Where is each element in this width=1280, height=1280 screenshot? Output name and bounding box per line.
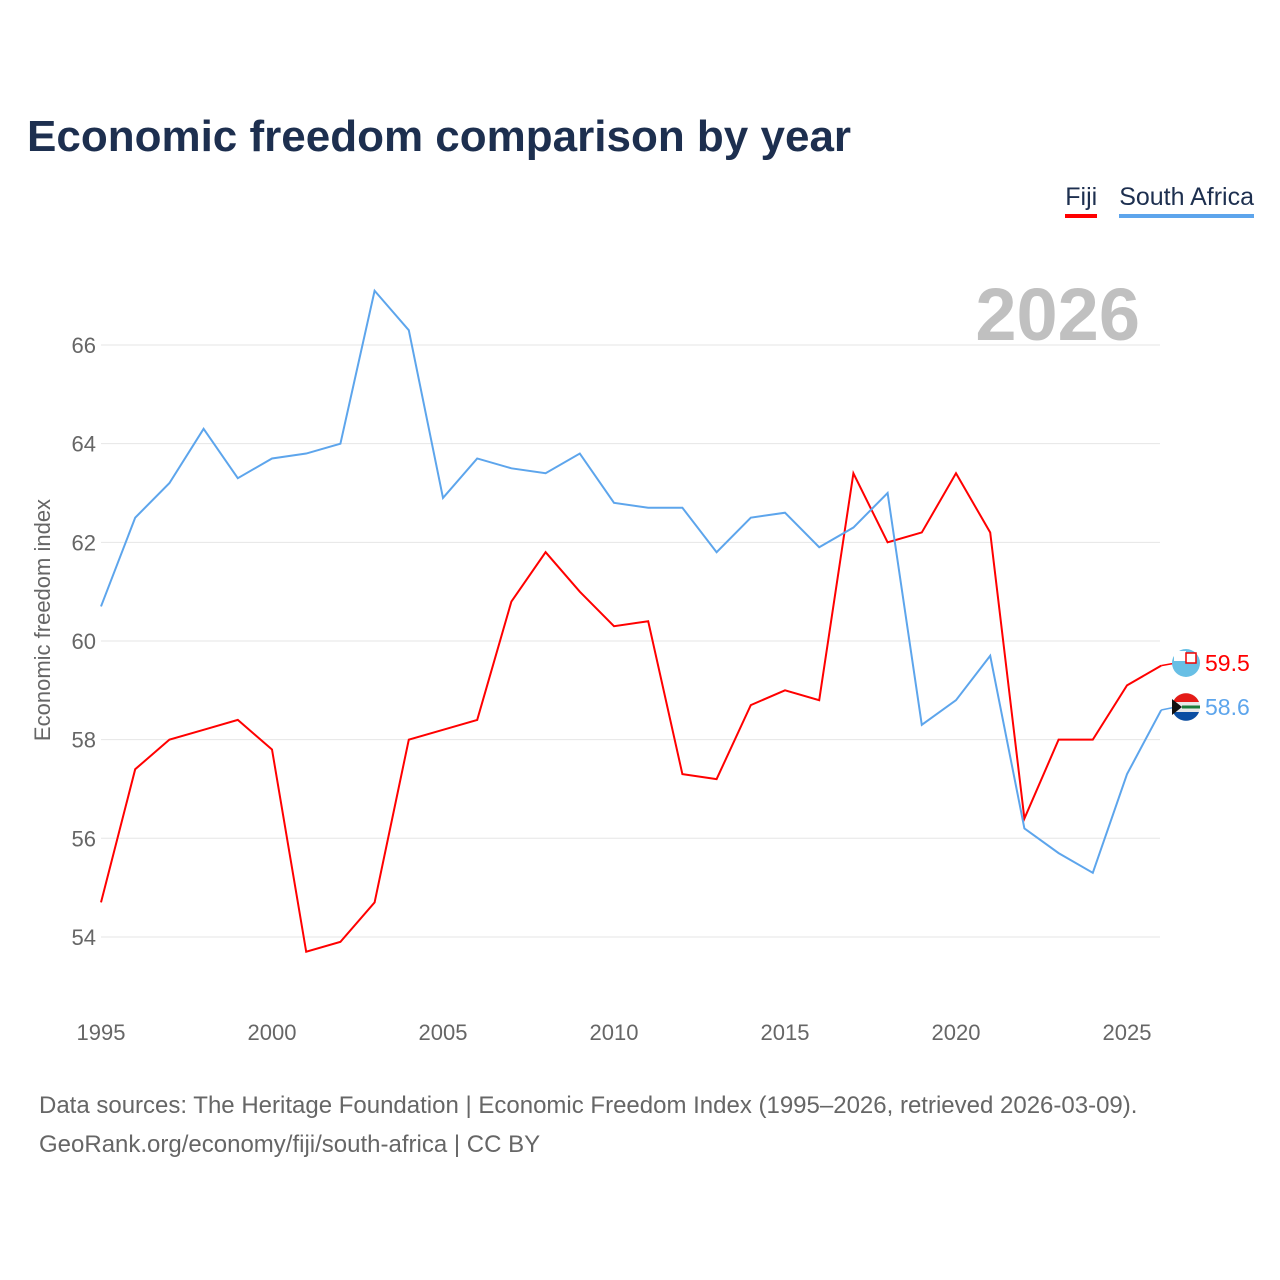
data-point[interactable] — [813, 694, 825, 706]
flag-shield — [1185, 652, 1197, 664]
data-point[interactable] — [266, 744, 278, 756]
flag-triangle — [1172, 699, 1182, 715]
end-value-label: 58.6 — [1205, 694, 1250, 720]
data-point[interactable] — [676, 768, 688, 780]
data-point[interactable] — [300, 946, 312, 958]
data-point[interactable] — [163, 477, 175, 489]
data-point[interactable] — [847, 522, 859, 534]
data-point[interactable] — [608, 620, 620, 632]
data-point[interactable] — [300, 448, 312, 460]
data-point[interactable] — [232, 714, 244, 726]
data-point[interactable] — [642, 502, 654, 514]
year-watermark: 2026 — [975, 273, 1140, 356]
data-point[interactable] — [847, 467, 859, 479]
x-tick-label: 2000 — [248, 1020, 297, 1045]
x-tick-label: 2010 — [590, 1020, 639, 1045]
data-point[interactable] — [711, 546, 723, 558]
data-point[interactable] — [882, 536, 894, 548]
data-point[interactable] — [882, 487, 894, 499]
data-point[interactable] — [916, 719, 928, 731]
y-tick-label: 62 — [72, 530, 96, 555]
data-point[interactable] — [1121, 768, 1133, 780]
series-line-fiji[interactable] — [100, 469, 1162, 954]
data-point[interactable] — [676, 502, 688, 514]
data-point[interactable] — [471, 714, 483, 726]
data-point[interactable] — [574, 586, 586, 598]
legend-item-south-africa[interactable]: South Africa — [1119, 183, 1254, 218]
y-tick-label: 56 — [72, 826, 96, 851]
data-point[interactable] — [266, 452, 278, 464]
data-point[interactable] — [950, 467, 962, 479]
data-point[interactable] — [198, 423, 210, 435]
data-point[interactable] — [779, 507, 791, 519]
x-tick-label: 2015 — [761, 1020, 810, 1045]
legend: Fiji South Africa — [1065, 183, 1254, 218]
data-point[interactable] — [1053, 734, 1065, 746]
data-point[interactable] — [1087, 867, 1099, 879]
x-tick-label: 2005 — [419, 1020, 468, 1045]
y-tick-label: 60 — [72, 629, 96, 654]
data-point[interactable] — [711, 773, 723, 785]
data-point[interactable] — [95, 896, 107, 908]
data-point[interactable] — [1053, 847, 1065, 859]
y-axis-label: Economic freedom index — [30, 499, 55, 741]
data-point[interactable] — [232, 472, 244, 484]
y-tick-label: 54 — [72, 925, 96, 950]
x-tick-label: 2025 — [1103, 1020, 1152, 1045]
data-point[interactable] — [779, 684, 791, 696]
data-point[interactable] — [471, 452, 483, 464]
flag-blue — [1173, 712, 1199, 721]
data-point[interactable] — [129, 763, 141, 775]
data-point[interactable] — [163, 734, 175, 746]
legend-item-fiji[interactable]: Fiji — [1065, 183, 1098, 218]
data-point[interactable] — [334, 936, 346, 948]
y-tick-label: 64 — [72, 432, 96, 457]
data-point[interactable] — [95, 600, 107, 612]
footer-link[interactable]: GeoRank.org/economy/fiji/south-africa | … — [39, 1131, 541, 1158]
data-point[interactable] — [984, 526, 996, 538]
data-point[interactable] — [198, 724, 210, 736]
data-point[interactable] — [1087, 734, 1099, 746]
data-point[interactable] — [813, 541, 825, 553]
data-point[interactable] — [505, 596, 517, 608]
data-point[interactable] — [1018, 822, 1030, 834]
data-point[interactable] — [403, 324, 415, 336]
end-value-label: 59.5 — [1205, 650, 1250, 676]
data-point[interactable] — [129, 512, 141, 524]
chart-title: Economic freedom comparison by year — [27, 112, 852, 161]
data-point[interactable] — [334, 438, 346, 450]
data-point[interactable] — [437, 724, 449, 736]
data-point[interactable] — [540, 467, 552, 479]
x-tick-label: 2020 — [932, 1020, 981, 1045]
flag-red — [1173, 693, 1199, 702]
x-tick-label: 1995 — [77, 1020, 126, 1045]
data-point[interactable] — [540, 546, 552, 558]
data-point[interactable] — [369, 285, 381, 297]
data-point[interactable] — [437, 492, 449, 504]
data-point[interactable] — [984, 650, 996, 662]
flag-canton — [1174, 651, 1186, 661]
data-point[interactable] — [608, 497, 620, 509]
footer: Data sources: The Heritage Foundation | … — [39, 1086, 1137, 1164]
data-point[interactable] — [574, 448, 586, 460]
data-point[interactable] — [916, 526, 928, 538]
data-point[interactable] — [950, 694, 962, 706]
y-tick-label: 58 — [72, 728, 96, 753]
data-point[interactable] — [745, 512, 757, 524]
data-point[interactable] — [745, 699, 757, 711]
data-point[interactable] — [1121, 679, 1133, 691]
footer-sources: Data sources: The Heritage Foundation | … — [39, 1092, 1138, 1119]
data-point[interactable] — [505, 462, 517, 474]
data-point[interactable] — [642, 615, 654, 627]
y-tick-label: 66 — [72, 333, 96, 358]
data-point[interactable] — [369, 896, 381, 908]
data-point[interactable] — [403, 734, 415, 746]
series-line-south-africa[interactable] — [100, 288, 1163, 875]
